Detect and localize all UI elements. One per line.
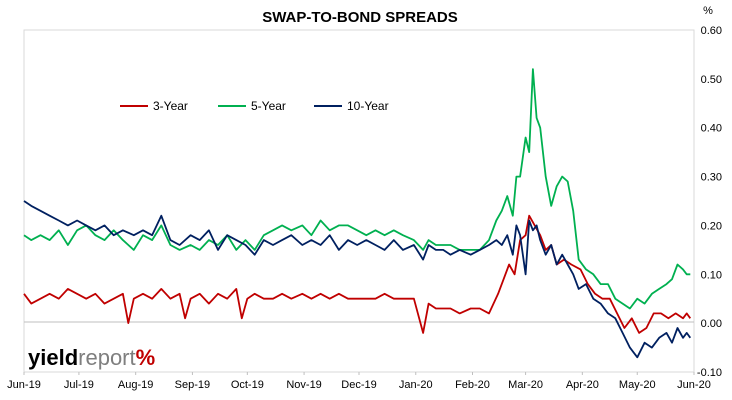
y-tick-label: 0.60 <box>701 25 722 37</box>
series-line-5-year <box>23 68 691 310</box>
x-tick-label: Dec-19 <box>341 379 376 391</box>
x-axis: Jun-19 Jul-19 Aug-19 Sep-19 Oct-19 Nov-19 Dec-… <box>7 372 711 391</box>
series-lines <box>23 68 692 359</box>
x-tick-label: Jun-19 <box>7 379 41 391</box>
x-tick-label: Oct-19 <box>231 379 264 391</box>
y-axis-unit: % <box>703 5 713 17</box>
x-tick-label: Apr-20 <box>566 379 599 391</box>
logo-percent: % <box>136 345 156 370</box>
y-tick-label: 0.30 <box>701 172 722 184</box>
legend-label-3-year: 3-Year <box>153 99 188 113</box>
svg-text:yieldreport%: yieldreport% <box>28 345 155 370</box>
yieldreport-logo: yieldreport% <box>28 345 155 370</box>
x-tick-label: Jun-20 <box>677 379 711 391</box>
legend-label-5-year: 5-Year <box>251 99 286 113</box>
x-tick-label: Aug-19 <box>118 379 153 391</box>
plot-area <box>23 29 695 373</box>
y-tick-label: 0.50 <box>701 74 722 86</box>
x-tick-label: Feb-20 <box>455 379 490 391</box>
y-tick-label: 0.40 <box>701 123 722 135</box>
logo-report: report <box>78 345 135 370</box>
chart-title: SWAP-TO-BOND SPREADS <box>262 9 458 26</box>
legend-label-10-year: 10-Year <box>347 99 389 113</box>
x-tick-label: May-20 <box>619 379 656 391</box>
logo-yield: yield <box>28 345 78 370</box>
series-line-10-year <box>23 200 692 359</box>
series-line-3-year <box>23 214 692 334</box>
y-tick-label: 0.10 <box>701 269 722 281</box>
x-tick-label: Jan-20 <box>399 379 433 391</box>
x-tick-label: Mar-20 <box>508 379 543 391</box>
y-tick-label: 0.00 <box>701 318 722 330</box>
x-tick-label: Sep-19 <box>175 379 210 391</box>
x-tick-label: Jul-19 <box>64 379 94 391</box>
y-tick-label: 0.20 <box>701 220 722 232</box>
y-axis: 0.60 0.50 0.40 0.30 0.20 0.10 0.00 -0.10 <box>697 25 722 379</box>
legend: 3-Year 5-Year 10-Year <box>120 99 389 113</box>
x-tick-label: Nov-19 <box>286 379 321 391</box>
y-tick-label: -0.10 <box>697 367 722 379</box>
